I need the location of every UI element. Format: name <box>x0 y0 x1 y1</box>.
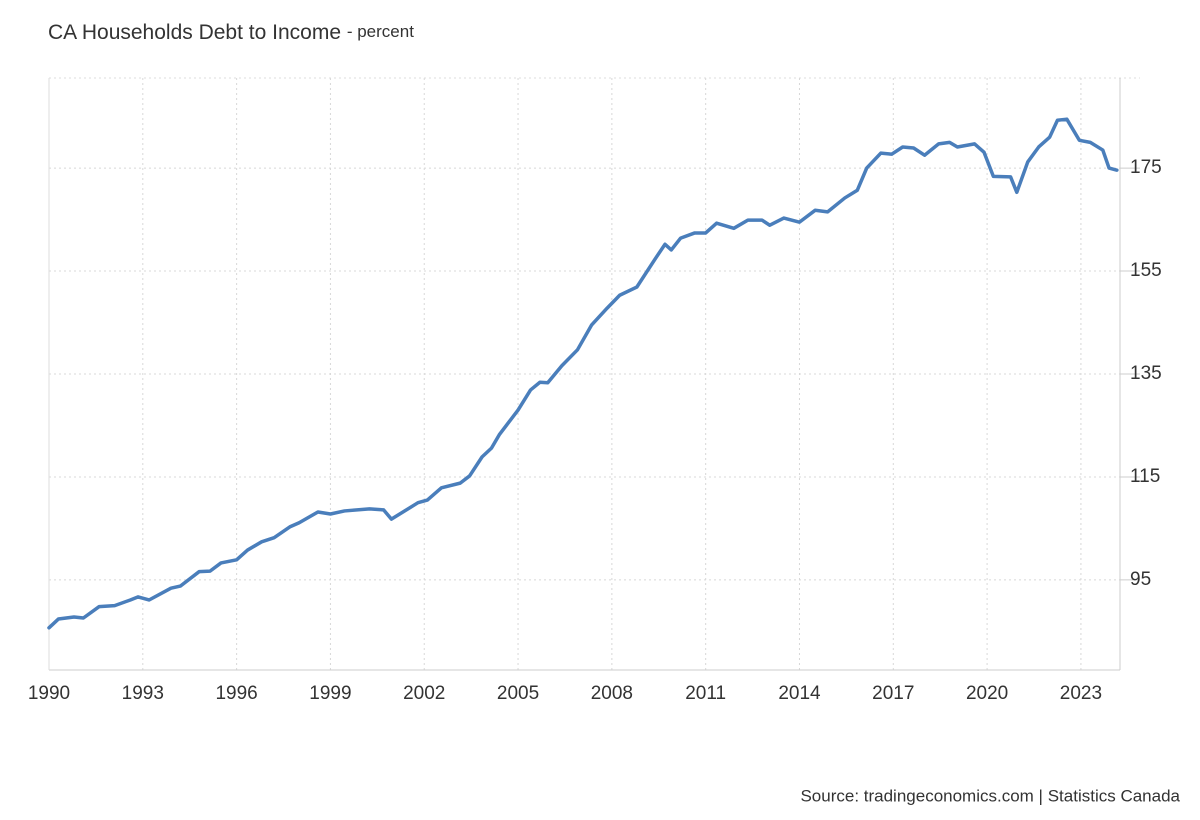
x-tick-label: 2011 <box>685 683 726 704</box>
x-tick-label: 2005 <box>497 683 539 704</box>
x-tick-label: 2020 <box>966 683 1008 704</box>
subtitle: - percent <box>347 22 414 41</box>
y-tick-label: 135 <box>1130 363 1162 384</box>
x-tick-label: 2008 <box>591 683 633 704</box>
data-line <box>47 117 1119 630</box>
x-tick-label: 2014 <box>778 683 821 704</box>
y-tick-label: 155 <box>1130 260 1162 281</box>
x-tick-label: 1993 <box>122 683 164 704</box>
y-tick-label: 175 <box>1130 157 1162 178</box>
x-tick-label: 2017 <box>872 683 914 704</box>
x-tick-label: 2002 <box>403 683 445 704</box>
x-tick-label: 1996 <box>215 683 257 704</box>
y-tick-label: 115 <box>1130 466 1160 487</box>
title: CA Households Debt to Income <box>48 21 341 44</box>
x-tick-label: 2023 <box>1060 683 1102 704</box>
x-tick-label: 1999 <box>309 683 351 704</box>
x-tick-label: 1990 <box>28 683 70 704</box>
chart-title: CA Households Debt to Income - percent <box>48 21 414 44</box>
y-tick-label: 95 <box>1130 569 1151 590</box>
source: Source: tradingeconomics.com | Statistic… <box>800 786 1180 805</box>
